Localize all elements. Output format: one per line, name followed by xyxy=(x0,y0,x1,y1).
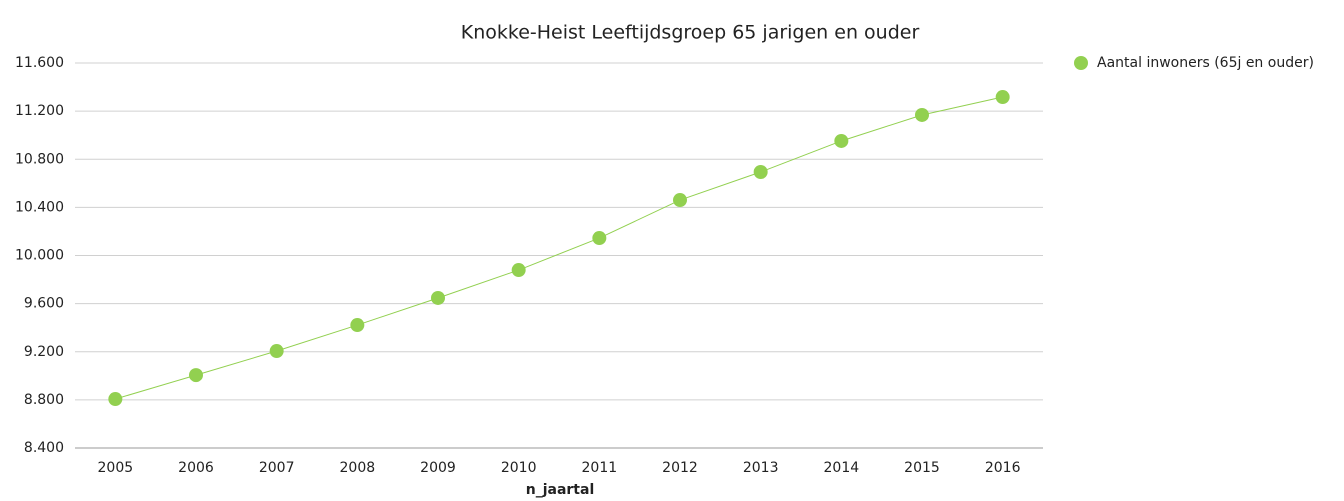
x-tick-label: 2007 xyxy=(259,460,295,476)
x-tick-label: 2014 xyxy=(824,460,860,476)
y-tick-label: 10.000 xyxy=(15,248,64,264)
y-tick-label: 11.600 xyxy=(15,55,64,71)
x-tick-label: 2010 xyxy=(501,460,537,476)
x-tick-label: 2008 xyxy=(340,460,376,476)
x-tick-label: 2012 xyxy=(662,460,698,476)
x-tick-label: 2006 xyxy=(178,460,214,476)
legend-marker xyxy=(1074,56,1088,70)
y-tick-label: 9.600 xyxy=(24,296,64,312)
data-point xyxy=(995,90,1010,105)
x-tick-label: 2016 xyxy=(985,460,1021,476)
x-tick-label: 2015 xyxy=(904,460,940,476)
x-tick-label: 2011 xyxy=(582,460,618,476)
data-point xyxy=(269,344,284,359)
data-point xyxy=(915,107,929,122)
data-point xyxy=(673,193,687,208)
data-point xyxy=(834,133,849,148)
y-tick-label: 8.400 xyxy=(24,440,64,456)
data-point xyxy=(431,290,445,305)
data-point xyxy=(350,318,365,333)
y-tick-label: 8.800 xyxy=(24,392,64,408)
y-tick-label: 10.800 xyxy=(15,151,64,167)
x-tick-label: 2005 xyxy=(98,460,134,476)
x-tick-label: 2009 xyxy=(420,460,456,476)
data-point xyxy=(592,231,607,246)
data-point xyxy=(189,368,203,383)
y-tick-label: 9.200 xyxy=(24,344,64,360)
data-point xyxy=(511,263,526,278)
data-point xyxy=(753,165,768,180)
legend-label: Aantal inwoners (65j en ouder) xyxy=(1097,55,1314,71)
y-tick-label: 10.400 xyxy=(15,199,64,215)
series-line xyxy=(115,96,1003,400)
chart-title: Knokke-Heist Leeftijdsgroep 65 jarigen e… xyxy=(461,22,920,44)
x-axis-label: n_jaartal xyxy=(526,482,595,498)
data-point xyxy=(108,392,123,407)
y-tick-label: 11.200 xyxy=(15,103,64,119)
x-tick-label: 2013 xyxy=(743,460,779,476)
